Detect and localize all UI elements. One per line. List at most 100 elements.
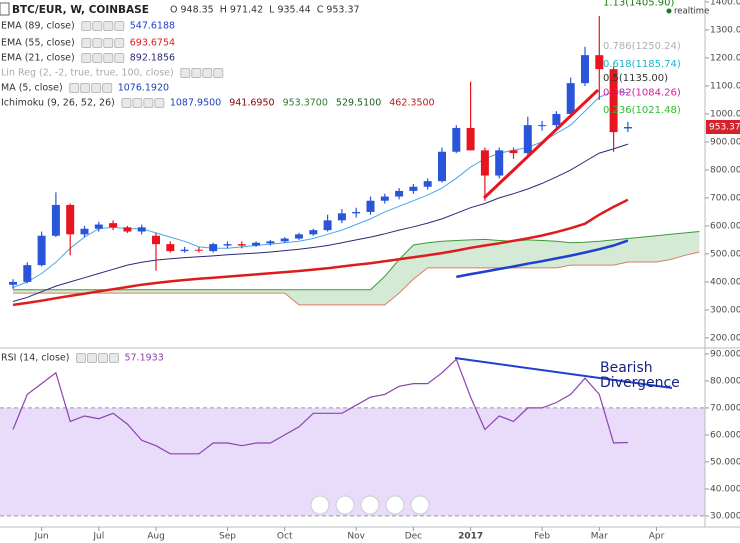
legend-value: 547.6188 [130,21,175,32]
x-tick-label: Nov [347,532,365,542]
legend-icon[interactable] [154,98,165,108]
candle-body [9,281,17,285]
indicator-line [12,198,629,307]
ohlc-value: 935.44 [277,5,310,16]
cloud-fill [542,240,557,268]
candle-body [566,83,575,114]
y-tick-label: 90.0000 [710,349,740,359]
candle-body [623,127,632,129]
fib-label: 0.236(1021.48) [603,105,681,116]
candle-body [166,244,175,252]
cloud-fill [313,289,328,305]
ohlc-label: O [170,5,177,16]
legend-value: 693.6754 [130,38,175,49]
legend-value: 941.6950 [229,98,274,109]
legend-icon[interactable] [108,353,119,363]
scroll-right[interactable] [410,495,430,515]
toolbar [310,495,430,515]
legend-icon[interactable] [143,98,154,108]
legend-icon[interactable] [180,68,191,78]
ohlc-label: H [220,5,227,16]
legend-icon[interactable] [114,53,125,63]
zoom-in[interactable] [385,495,405,515]
legend-icon[interactable] [80,83,91,93]
cloud-fill [284,289,299,305]
cloud-fill [70,289,85,294]
candle-body [323,220,332,231]
cloud-fill [370,276,385,305]
ohlc-value: 953.37 [326,5,359,16]
candle-body [66,204,75,235]
cloud-fill [141,289,156,294]
y-tick-label: 900.00 [710,137,740,147]
cloud-fill [227,289,242,294]
legend-icon[interactable] [102,83,113,93]
x-tick-label: 2017 [458,532,483,542]
candle-body [51,204,60,236]
cloud-fill [13,289,28,294]
legend-icon[interactable] [92,21,103,31]
legend-icon[interactable] [103,21,114,31]
candle-body [152,235,160,245]
cloud-fill [270,289,285,294]
legend-icon[interactable] [81,53,92,63]
candle-body [466,127,475,151]
candle-body [495,150,504,176]
y-tick-label: 80.0000 [710,376,740,386]
legend-icon[interactable] [97,353,108,363]
cloud-fill [484,239,500,268]
cloud-fill [556,241,571,268]
candle-body [223,244,232,246]
legend-icon[interactable] [81,38,92,48]
candle-body [509,150,518,154]
candle-body [23,265,32,282]
candle-body [609,69,618,133]
scroll-left[interactable] [310,495,330,515]
cloud-fill [55,289,71,294]
candle-body [395,190,404,197]
symbol: BTC/EUR, W, COINBASE [12,4,149,16]
candle-body [109,223,118,228]
candle-body [180,249,189,252]
legend-icon[interactable] [191,68,202,78]
legend-icon[interactable] [114,21,125,31]
legend-icon[interactable] [92,38,103,48]
rsi-title: RSI (14, close) [1,353,69,364]
legend-icon[interactable] [103,38,114,48]
legend-icon[interactable] [213,68,224,78]
legend-icon[interactable] [132,98,143,108]
candle-body [438,151,446,182]
cloud-fill [642,235,657,262]
candle-body [409,186,418,191]
x-tick-label: Mar [591,532,608,542]
cloud-fill [413,242,428,280]
candle-layer [9,15,632,289]
legend-value: 1076.1920 [118,83,169,94]
y-tick-label: 1200.00 [710,53,740,63]
legend-icon[interactable] [103,53,114,63]
legend-icon[interactable] [75,353,86,363]
cloud-fill [156,289,171,294]
cloud-fill [656,234,671,262]
ohlc-value: 948.35 [180,5,213,16]
y-tick-label: 400.00 [710,277,740,287]
legend-icon[interactable] [86,353,97,363]
symbol-icon[interactable] [0,2,10,16]
legend-icon[interactable] [69,83,80,93]
candle-body [252,242,261,246]
x-tick-label: Sep [219,532,236,542]
cloud-fill [170,289,185,294]
cloud-fill [241,289,257,294]
y-tick-label: 40.0000 [710,484,740,494]
legend-icon[interactable] [202,68,213,78]
legend-icon[interactable] [81,21,92,31]
candle-body [452,127,461,152]
legend-icon[interactable] [121,98,132,108]
legend-icon[interactable] [114,38,125,48]
legend-icon[interactable] [92,53,103,63]
zoom-out[interactable] [335,495,355,515]
cloud-fill [599,239,614,266]
legend-icon[interactable] [91,83,102,93]
reset[interactable] [360,495,380,515]
